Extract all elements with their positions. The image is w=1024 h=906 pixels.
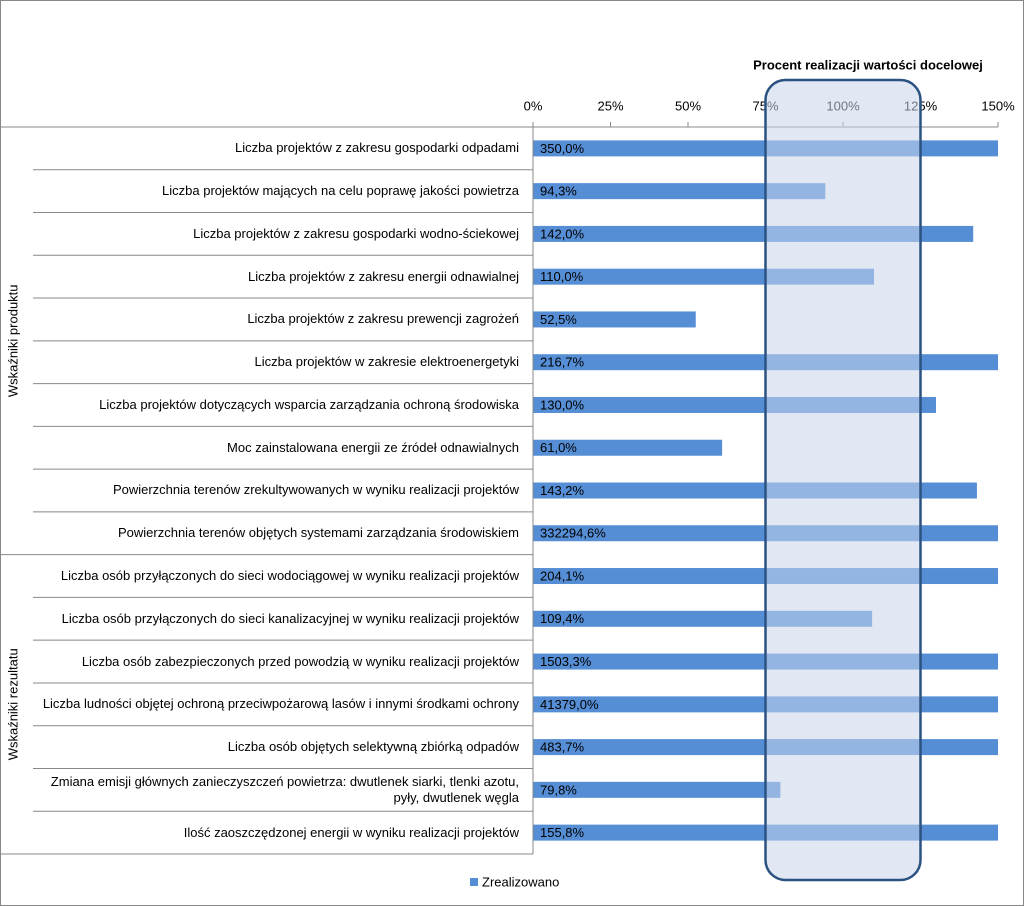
legend-swatch bbox=[470, 878, 478, 886]
data-label: 204,1% bbox=[540, 568, 585, 583]
bar bbox=[533, 311, 696, 328]
y-tick-label: Powierzchnia terenów zrekultywowanych w … bbox=[112, 482, 519, 498]
y-tick-label: Liczba projektów z zakresu gospodarki od… bbox=[235, 140, 519, 156]
x-tick-label: 50% bbox=[675, 98, 701, 113]
y-tick-label: Liczba osób objętych selektywną zbiórką … bbox=[227, 739, 519, 755]
y-tick-label: Liczba projektów mających na celu popraw… bbox=[162, 183, 519, 199]
group-label: Wskaźniki rezultatu bbox=[5, 648, 20, 760]
y-tick-label: Liczba projektów z zakresu prewencji zag… bbox=[247, 311, 519, 327]
y-tick-label: Liczba projektów z zakresu gospodarki wo… bbox=[193, 225, 519, 241]
data-label: 130,0% bbox=[540, 397, 585, 412]
data-label: 155,8% bbox=[540, 825, 585, 840]
y-tick-label: Liczba osób przyłączonych do sieci wodoc… bbox=[60, 568, 519, 584]
y-tick-label: Liczba projektów w zakresie elektroenerg… bbox=[254, 354, 519, 370]
data-label: 483,7% bbox=[540, 740, 585, 755]
bar bbox=[533, 781, 781, 798]
y-tick-label: Powierzchnia terenów objętych systemami … bbox=[117, 525, 519, 541]
data-label: 41379,0% bbox=[540, 697, 599, 712]
x-tick-label: 0% bbox=[524, 98, 543, 113]
y-tick-label: Moc zainstalowana energii ze źródeł odna… bbox=[227, 439, 519, 455]
highlight-band bbox=[764, 78, 922, 882]
data-label: 94,3% bbox=[540, 184, 577, 199]
bar bbox=[533, 183, 826, 200]
data-label: 1503,3% bbox=[540, 654, 592, 669]
y-tick-label: Liczba osób przyłączonych do sieci kanal… bbox=[61, 610, 519, 626]
data-label: 109,4% bbox=[540, 611, 585, 626]
data-label: 110,0% bbox=[540, 269, 584, 284]
highlight-label: Procent realizacji wartości docelowej bbox=[753, 57, 983, 72]
data-label: 52,5% bbox=[540, 312, 577, 327]
data-label: 350,0% bbox=[540, 141, 585, 156]
data-label: 142,0% bbox=[540, 226, 585, 241]
y-tick-label: Liczba ludności objętej ochroną przeciwp… bbox=[42, 696, 519, 712]
data-label: 143,2% bbox=[540, 483, 585, 498]
x-tick-label: 150% bbox=[981, 98, 1015, 113]
y-tick-label: Zmiana emisji głównych zanieczyszczeń po… bbox=[50, 773, 519, 805]
data-label: 332294,6% bbox=[540, 526, 606, 541]
x-tick-label: 25% bbox=[597, 98, 623, 113]
y-tick-label: Liczba osób zabezpieczonych przed powodz… bbox=[81, 653, 519, 669]
bar bbox=[533, 439, 723, 456]
data-label: 79,8% bbox=[540, 782, 577, 797]
y-tick-label: Liczba projektów z zakresu energii odnaw… bbox=[248, 268, 519, 284]
data-label: 216,7% bbox=[540, 355, 585, 370]
y-tick-label: Ilość zaoszczędzonej energii w wyniku re… bbox=[183, 824, 519, 840]
data-label: 61,0% bbox=[540, 440, 577, 455]
group-label: Wskaźniki produktu bbox=[5, 284, 20, 397]
legend-label: Zrealizowano bbox=[482, 874, 559, 889]
y-tick-label: Liczba projektów dotyczących wsparcia za… bbox=[99, 396, 519, 412]
